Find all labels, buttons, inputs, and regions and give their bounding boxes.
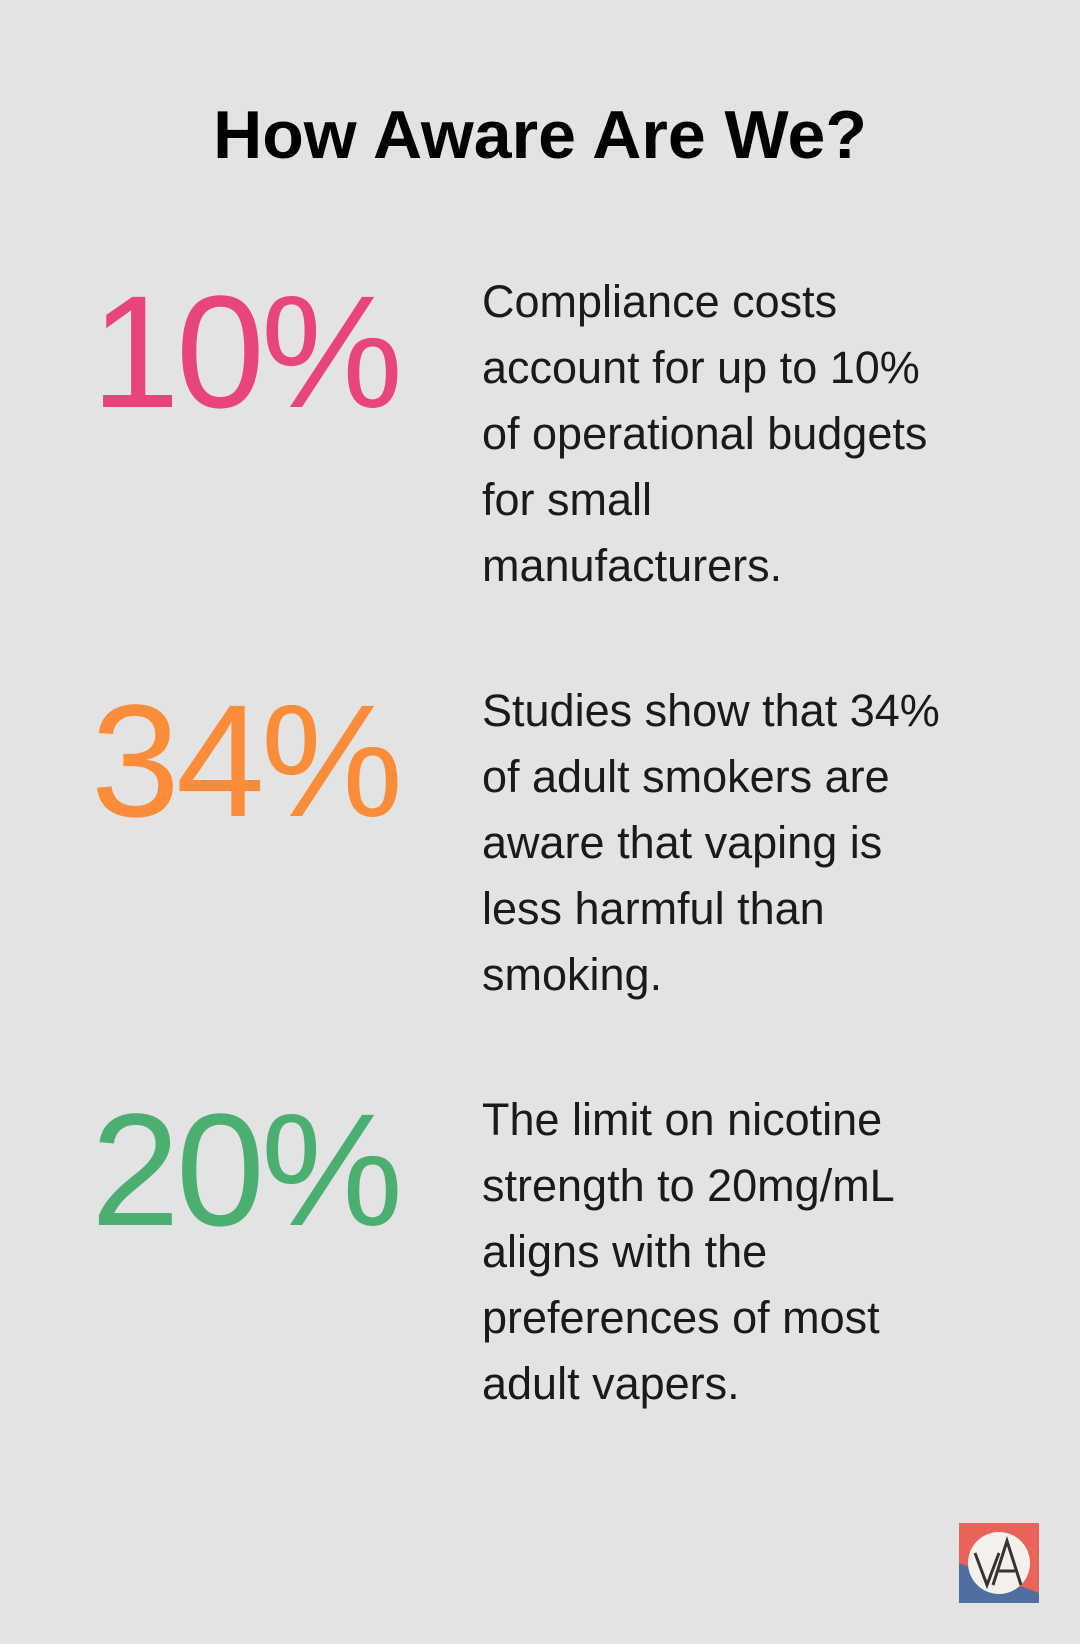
logo-letters	[973, 1536, 1023, 1590]
stat-text: of operational budgets	[482, 408, 928, 459]
stat-text: preferences of most	[482, 1292, 880, 1343]
stat-text: aligns with the	[482, 1226, 768, 1277]
stat-text: manufacturers.	[482, 540, 783, 591]
stat-text: for small	[482, 474, 653, 525]
stat-text: Compliance costs	[482, 276, 838, 327]
stat-text: of adult smokers are	[482, 751, 890, 802]
title: How Aware Are We?	[213, 97, 867, 173]
stat-value: 34%	[90, 671, 403, 850]
stat-text: less harmful than	[482, 883, 825, 934]
stat-text: adult vapers.	[482, 1358, 740, 1409]
logo	[959, 1523, 1039, 1603]
stat-text: Studies show that 34%	[482, 685, 940, 736]
stat-text: The limit on nicotine	[482, 1094, 883, 1145]
stat-text: account for up to 10%	[482, 342, 920, 393]
stat-value: 20%	[90, 1080, 403, 1259]
stat-text: strength to 20mg/mL	[482, 1160, 895, 1211]
stat-text: smoking.	[482, 949, 663, 1000]
stat-value: 10%	[90, 262, 403, 441]
stat-text: aware that vaping is	[482, 817, 883, 868]
